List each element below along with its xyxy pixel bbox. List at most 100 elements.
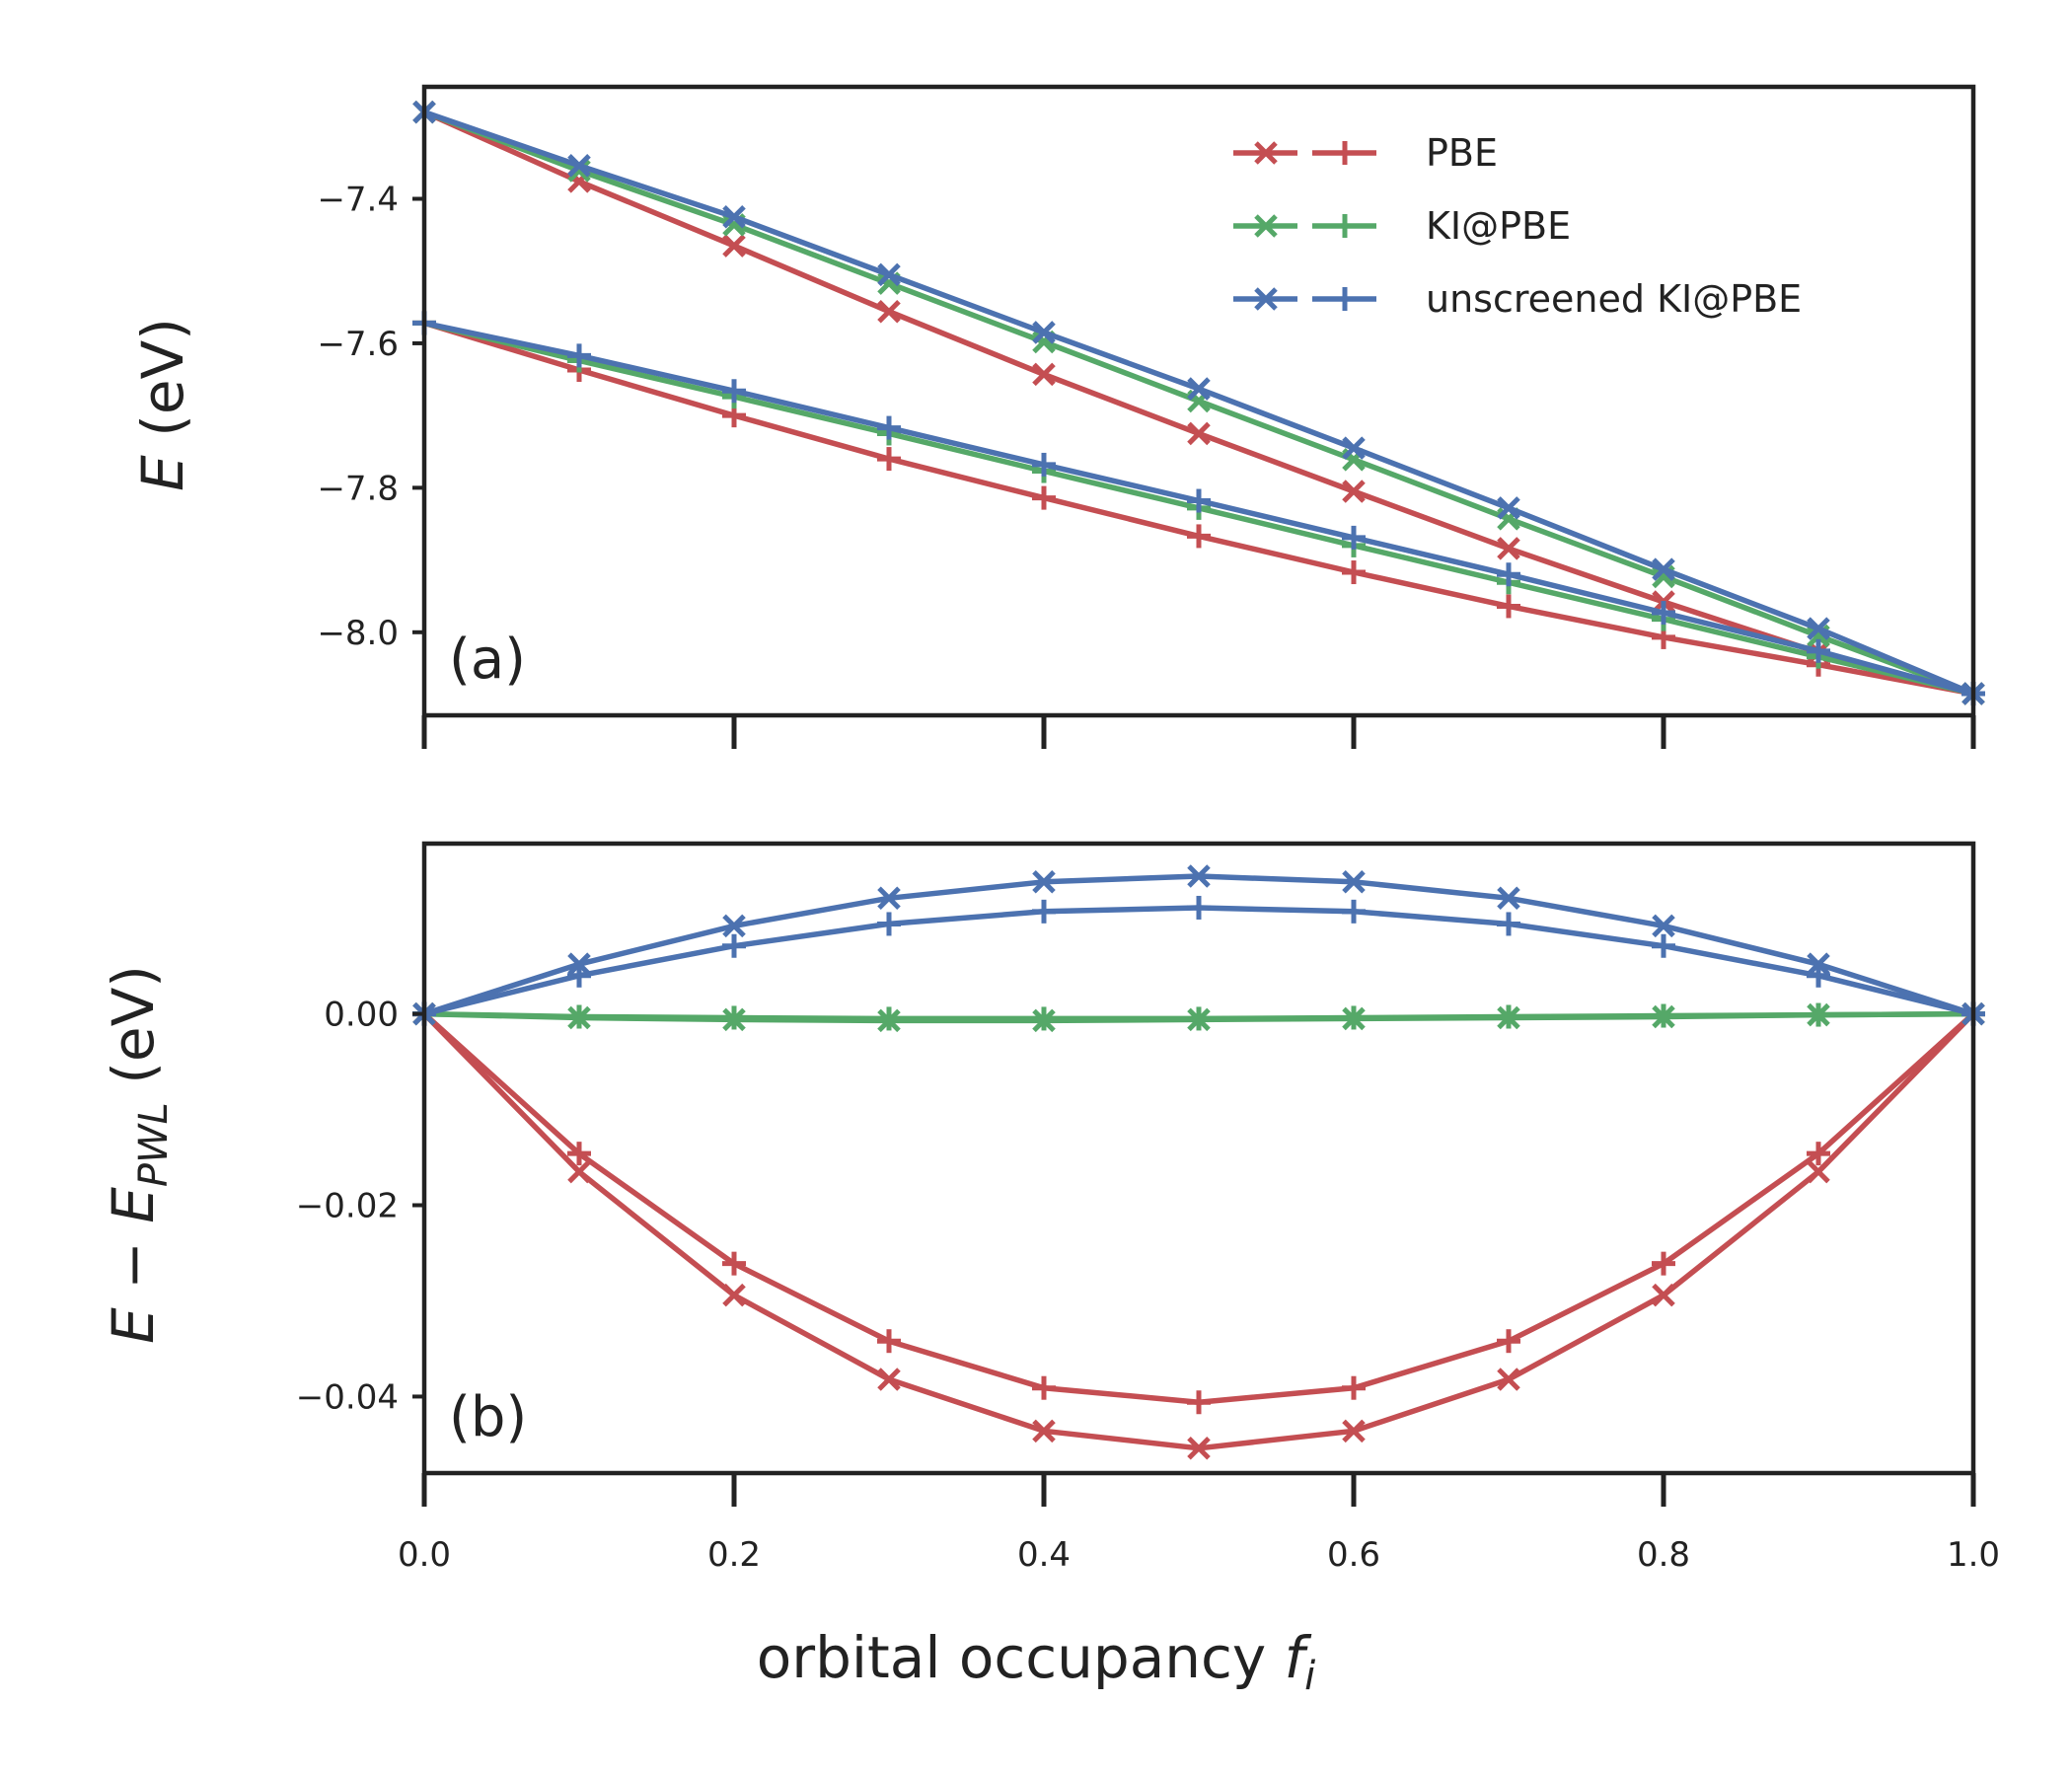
x-tick-label: 0.4 bbox=[1017, 1535, 1071, 1575]
data-point bbox=[1497, 886, 1520, 911]
data-point bbox=[722, 205, 746, 229]
data-point bbox=[1342, 436, 1366, 460]
data-point bbox=[1652, 1251, 1675, 1276]
legend-marker-plus bbox=[1333, 287, 1357, 311]
panel-b: 0.00 −0.02 −0.04 0.0 0.2 0.4 0.6 0.8 1.0 (b) bbox=[296, 841, 2000, 1575]
legend-entry-pbe: PBE bbox=[1233, 131, 1498, 175]
data-point bbox=[1652, 1003, 1675, 1028]
data-point bbox=[1342, 480, 1366, 503]
data-point bbox=[877, 886, 901, 911]
series-ki-pbe-cross bbox=[412, 100, 1985, 705]
data-point bbox=[1342, 1005, 1366, 1030]
data-point bbox=[567, 343, 591, 368]
data-point bbox=[1342, 870, 1366, 894]
series-pbe-cross bbox=[412, 1001, 1985, 1460]
x-tick-label: 0.6 bbox=[1327, 1535, 1380, 1575]
data-point bbox=[1032, 899, 1056, 924]
y-tick-label: −0.02 bbox=[296, 1187, 399, 1226]
data-point bbox=[1652, 1283, 1675, 1307]
data-point bbox=[722, 1283, 746, 1307]
data-point bbox=[1497, 1329, 1520, 1354]
data-point bbox=[877, 1329, 901, 1354]
data-point bbox=[1807, 617, 1830, 640]
data-point bbox=[722, 379, 746, 404]
y-tick-label: −0.04 bbox=[296, 1377, 399, 1417]
data-point bbox=[877, 1006, 901, 1031]
data-point bbox=[1652, 914, 1675, 938]
legend-marker-cross bbox=[1254, 141, 1278, 165]
data-point bbox=[1187, 1006, 1211, 1031]
data-point bbox=[1652, 933, 1675, 958]
y-tick-label: −7.6 bbox=[317, 325, 399, 364]
panel-a: −7.4 −7.6 −7.8 −8.0 (a) bbox=[317, 84, 1985, 749]
data-point bbox=[1807, 1142, 1830, 1166]
data-point bbox=[1187, 1390, 1211, 1415]
x-tick-label: 1.0 bbox=[1947, 1535, 2000, 1575]
data-point bbox=[1187, 1437, 1211, 1460]
x-tick-label: 0.0 bbox=[398, 1535, 451, 1575]
legend-label: PBE bbox=[1426, 131, 1498, 175]
data-point bbox=[1497, 537, 1520, 560]
axes-frame bbox=[421, 841, 1976, 1476]
data-point bbox=[1187, 488, 1211, 513]
legend: PBE KI@PBE unscreened KI@PBE bbox=[1233, 131, 1802, 321]
series-unscreened-ki-pbe-cross bbox=[412, 864, 1985, 1026]
data-point bbox=[877, 447, 901, 472]
panel-b-ylabel: E − EPWL (eV) bbox=[100, 965, 177, 1344]
data-point bbox=[567, 963, 591, 988]
data-point bbox=[877, 299, 901, 324]
data-point bbox=[1342, 1419, 1366, 1443]
legend-label: KI@PBE bbox=[1426, 204, 1571, 248]
data-point bbox=[1497, 1368, 1520, 1391]
y-tick-label: 0.00 bbox=[324, 996, 399, 1035]
data-point bbox=[1497, 594, 1520, 619]
data-point bbox=[1342, 560, 1366, 585]
data-point bbox=[1807, 1159, 1830, 1184]
data-point bbox=[1497, 562, 1520, 587]
data-point bbox=[1652, 601, 1675, 626]
data-point bbox=[1807, 638, 1830, 663]
series-ki-pbe-plus bbox=[412, 1001, 1985, 1031]
series-unscreened-ki-pbe-plus bbox=[412, 311, 1985, 706]
data-point bbox=[1032, 485, 1056, 510]
data-point bbox=[567, 1159, 591, 1184]
data-point bbox=[722, 1251, 746, 1276]
data-point bbox=[1342, 525, 1366, 550]
legend-entry-unscreened-ki-pbe: unscreened KI@PBE bbox=[1233, 277, 1802, 321]
data-point bbox=[1652, 557, 1675, 581]
data-point bbox=[1807, 963, 1830, 988]
axes-frame bbox=[421, 84, 1976, 718]
data-point bbox=[1342, 1375, 1366, 1400]
data-point bbox=[1032, 1006, 1056, 1031]
y-tick-label: −8.0 bbox=[317, 614, 399, 653]
legend-marker-plus bbox=[1333, 214, 1357, 238]
y-tick-label: −7.4 bbox=[317, 180, 399, 219]
legend-marker-cross bbox=[1254, 287, 1278, 311]
data-point bbox=[1187, 524, 1211, 549]
data-point bbox=[877, 262, 901, 287]
data-point bbox=[1497, 912, 1520, 936]
data-point bbox=[567, 154, 591, 178]
data-point bbox=[722, 914, 746, 938]
series-line bbox=[422, 1011, 1975, 1451]
data-point bbox=[877, 415, 901, 440]
y-tick-label: −7.8 bbox=[317, 469, 399, 508]
data-point bbox=[1497, 496, 1520, 520]
data-point bbox=[567, 1004, 591, 1029]
series-line bbox=[423, 905, 1974, 1017]
panel-a-ylabel: E (eV) bbox=[129, 318, 196, 491]
data-point bbox=[1032, 452, 1056, 477]
legend-marker-cross bbox=[1254, 214, 1278, 238]
x-tick-label: 0.2 bbox=[707, 1535, 761, 1575]
series-pbe-plus bbox=[412, 1001, 1985, 1415]
data-point bbox=[1032, 1375, 1056, 1400]
data-point bbox=[1187, 377, 1211, 401]
data-point bbox=[1032, 321, 1056, 344]
data-point bbox=[567, 1142, 591, 1166]
data-point bbox=[1497, 1004, 1520, 1029]
data-point bbox=[1342, 899, 1366, 924]
data-point bbox=[1187, 895, 1211, 920]
series-line bbox=[422, 1011, 1975, 1405]
series-unscreened-ki-pbe-cross bbox=[412, 100, 1985, 705]
